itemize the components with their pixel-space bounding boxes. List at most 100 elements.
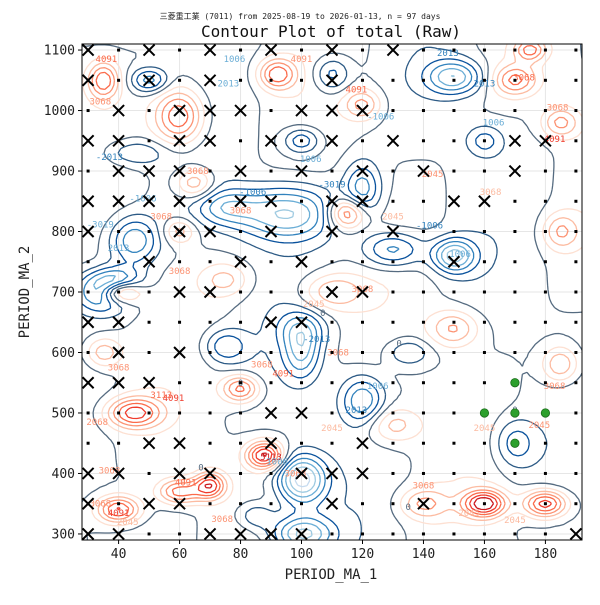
x-tick-label: 180 [534,547,557,562]
grid-point [86,169,90,173]
grid-point [300,350,304,354]
x-marker [508,164,522,178]
grid-point [360,260,364,264]
x-marker-stroke [173,164,186,178]
x-marker [112,164,125,178]
grid-point [391,109,395,113]
grid-point [300,199,304,203]
grid-point [86,411,90,415]
green-point [510,438,520,448]
grid-point [147,139,151,143]
x-marker [203,104,217,117]
x-marker-stroke [82,74,95,87]
contour-label: 5113 [260,453,282,463]
contour-label: 0 [406,503,411,513]
x-marker [264,134,278,147]
grid-point [269,260,273,264]
green-point [540,408,551,418]
contour-line [83,63,475,540]
grid-point [513,230,517,234]
grid-point [543,48,547,52]
x-tick-label: 40 [111,547,127,562]
grid-point [574,230,578,234]
x-marker-stroke [82,195,95,208]
contour-label: 4091 [346,85,368,95]
x-marker-stroke [356,195,369,208]
x-marker-stroke [386,134,400,147]
contour-label: 3068 [150,212,172,222]
x-marker [82,316,95,329]
x-marker-stroke [356,164,369,178]
grid-point [208,350,212,354]
x-marker-stroke [234,527,247,540]
x-marker [142,437,156,450]
x-marker-stroke [325,225,339,238]
y-tick-label: 700 [52,286,75,301]
contour-label: 2013 [217,79,239,89]
grid-point [117,260,121,264]
x-marker [173,437,186,450]
contour-label: 2068 [86,418,108,428]
grid-point [421,139,425,143]
contour-layer: 40913068-2013-1006-3019201330681006-3019… [82,44,582,540]
x-marker [325,104,339,117]
grid-point [482,441,486,445]
grid-point [391,441,395,445]
x-marker-stroke [386,44,400,57]
grid-point [269,109,273,113]
x-marker [325,195,339,208]
x-marker [173,285,186,299]
y-tick-label: 900 [52,165,75,180]
contour-label: 3068 [352,285,374,295]
grid-point [543,502,547,506]
grid-point [452,78,456,82]
contour-label: 3113 [150,391,172,401]
contour-label: 3068 [547,104,569,114]
grid-point [208,441,212,445]
grid-point [239,350,243,354]
grid-point [360,78,364,82]
x-marker [234,195,247,208]
grid-point [574,169,578,173]
grid-point [574,109,578,113]
grid-point [360,139,364,143]
x-marker [173,467,186,480]
x-marker-stroke [142,255,156,268]
x-tick-label: 80 [233,547,249,562]
grid-point [421,471,425,475]
x-marker [234,164,247,178]
x-marker [82,44,95,57]
x-marker-stroke [295,316,308,329]
contour-label: 4091 [175,479,197,489]
grid-point [513,471,517,475]
grid-point [269,290,273,294]
x-marker [295,527,308,540]
contour-label: 3068 [413,482,435,492]
grid-point [178,411,182,415]
green-point [510,378,520,388]
x-marker [234,104,247,117]
x-marker-stroke [203,104,217,117]
grid-point [543,320,547,324]
x-marker [173,195,186,208]
x-marker [264,44,278,57]
grid-point [543,78,547,82]
grid-point [239,230,243,234]
contour-label: 1006 [266,457,288,467]
grid-point [482,471,486,475]
x-marker-stroke [264,195,278,208]
x-marker-stroke [295,255,308,268]
x-marker [82,195,95,208]
contour-label: 1006 [300,155,322,165]
x-marker [173,225,186,238]
x-marker [264,437,278,450]
contour-label: 2045 [117,518,139,528]
grid-point [421,350,425,354]
x-marker-stroke [142,164,156,178]
x-marker [112,376,125,389]
x-marker-stroke [295,406,308,420]
contour-label: 0 [396,339,401,349]
grid-point [178,320,182,324]
grid-point [117,411,121,415]
